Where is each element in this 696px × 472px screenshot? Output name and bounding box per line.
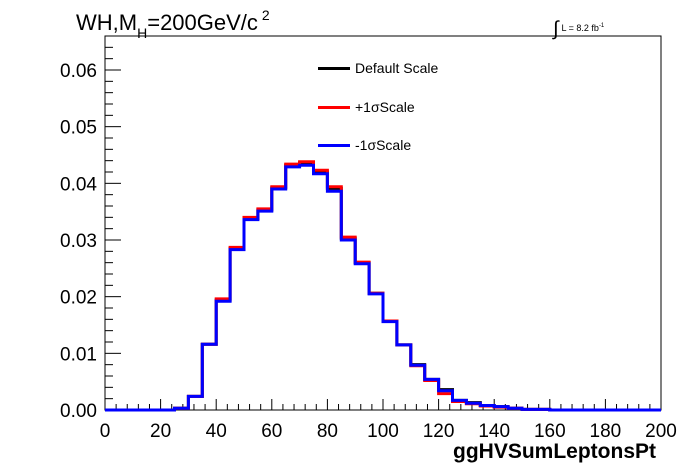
legend-line-plus <box>318 105 350 109</box>
legend-label-plus: +1σScale <box>355 98 415 115</box>
x-tick-label: 140 <box>478 421 510 442</box>
plot-frame <box>104 35 662 411</box>
series-plus-sigma-scale <box>105 160 661 412</box>
x-tick-label: 20 <box>150 421 171 442</box>
series-layer <box>105 160 661 412</box>
legend-line-minus <box>318 144 350 147</box>
x-tick-label: 120 <box>423 421 455 442</box>
x-tick-label: 40 <box>206 421 227 442</box>
series-default-scale <box>105 161 661 412</box>
y-tick-label: 0.01 <box>60 344 97 365</box>
x-tick-label: 160 <box>534 421 566 442</box>
luminosity-label: ∫ L = 8.2 fb-1 <box>553 14 605 40</box>
y-tick-label: 0.04 <box>60 174 97 195</box>
series-minus-sigma-scale <box>105 163 661 412</box>
title-superscript: 2 <box>261 7 270 23</box>
x-tick-label: 200 <box>645 421 677 442</box>
x-axis-label: ggHVSumLeptonsPt <box>453 440 656 463</box>
title-main: WH,M <box>76 10 138 35</box>
axis-ticks: 0 20 40 60 80 100 120 140 160 180 200 0.00 0.01 0.02 0… <box>60 46 677 442</box>
legend-line-default <box>318 67 350 70</box>
y-tick-label: 0.02 <box>60 288 97 309</box>
y-tick-label: 0.05 <box>60 118 97 139</box>
lumi-superscript: -1 <box>598 23 605 29</box>
legend-label-default: Default Scale <box>355 60 439 76</box>
title-rest: =200GeV/c <box>147 10 258 35</box>
y-tick-label: 0.03 <box>60 231 97 252</box>
x-tick-label: 0 <box>100 421 111 442</box>
x-tick-label: 100 <box>367 421 399 442</box>
y-tick-label: 0.00 <box>60 401 97 422</box>
title-subscript: H <box>137 25 148 41</box>
x-tick-label: 60 <box>261 421 282 442</box>
x-tick-label: 180 <box>590 421 622 442</box>
legend-label-minus: -1σScale <box>355 137 412 153</box>
chart-title: WH,MH=200GeV/c 2 <box>76 7 270 41</box>
y-tick-label: 0.06 <box>60 61 97 82</box>
lumi-text: L = 8.2 fb <box>561 23 599 33</box>
integral-sign: ∫ <box>553 18 559 40</box>
x-tick-label: 80 <box>317 421 338 442</box>
